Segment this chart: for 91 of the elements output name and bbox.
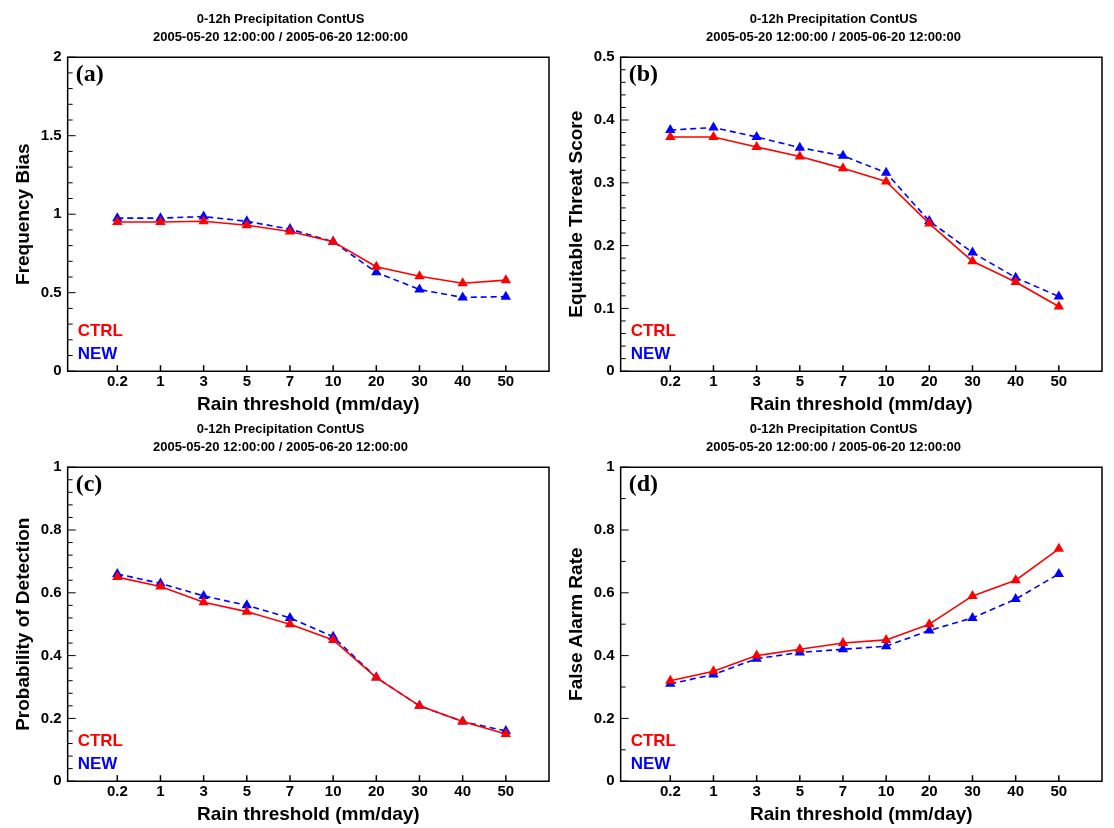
x-tick-label: 50 [497, 782, 515, 800]
annotation: (c) [75, 470, 103, 497]
x-tick-label: 50 [497, 372, 515, 390]
y-tick-label: 0.3 [593, 172, 615, 190]
x-tick-label: 7 [838, 782, 848, 800]
chart-title: 0-12h Precipitation ContUS [196, 11, 365, 27]
text: NEW [630, 754, 672, 774]
x-tick-label: 3 [199, 782, 208, 800]
x-tick-label: 5 [795, 372, 804, 390]
x-tick-label: 1 [709, 782, 718, 800]
x-axis-title: Rain threshold (mm/day) [749, 392, 973, 414]
y-tick-label: 0 [606, 771, 615, 789]
y-tick-label: 0.6 [593, 582, 615, 600]
text: CTRL [630, 731, 676, 751]
chart-subtitle: 2005-05-20 12:00:00 / 2005-06-20 12:00:00 [152, 438, 409, 454]
x-tick-label: 50 [1050, 782, 1068, 800]
x-tick-label: 0.2 [659, 782, 681, 800]
chart-title: 0-12h Precipitation ContUS [196, 421, 365, 437]
y-tick-label: 0.4 [593, 110, 616, 128]
y-tick-label: 0.2 [593, 708, 615, 726]
x-tick-label: 1 [709, 372, 718, 390]
y-tick-label: 0.4 [593, 645, 616, 663]
x-tick-label: 5 [242, 372, 251, 390]
x-tick-label: 10 [324, 782, 342, 800]
x-tick-label: 7 [285, 372, 295, 390]
x-tick-label: 3 [752, 372, 761, 390]
y-tick-label: 0.4 [40, 645, 63, 663]
x-tick-label: 10 [877, 372, 895, 390]
x-tick-label: 20 [920, 782, 938, 800]
y-tick-label: 1.5 [40, 125, 62, 143]
y-tick-label: 0 [53, 361, 62, 379]
annotation: (b) [628, 60, 658, 87]
y-tick-label: 0 [53, 771, 62, 789]
y-tick-label: 0.8 [593, 520, 615, 538]
x-tick-label: 0.2 [659, 372, 681, 390]
y-tick-label: 0.5 [593, 47, 615, 65]
x-tick-label: 10 [324, 372, 342, 390]
y-tick-label: 2 [53, 47, 62, 65]
x-tick-label: 30 [964, 782, 981, 800]
y-tick-label: 0.1 [593, 298, 615, 316]
text: NEW [630, 344, 672, 364]
y-axis-title: Frequency Bias [11, 143, 33, 285]
x-tick-label: 5 [242, 782, 251, 800]
x-tick-label: 30 [964, 372, 981, 390]
chart-subtitle: 2005-05-20 12:00:00 / 2005-06-20 12:00:00 [152, 28, 409, 44]
y-tick-label: 0.2 [593, 235, 615, 253]
y-tick-label: 0.5 [40, 282, 62, 300]
text: CTRL [77, 321, 123, 341]
y-tick-label: 1 [606, 457, 615, 475]
x-tick-label: 3 [752, 782, 761, 800]
x-tick-label: 3 [199, 372, 208, 390]
x-tick-label: 10 [877, 782, 895, 800]
x-tick-label: 30 [411, 782, 428, 800]
annotation: (d) [628, 470, 658, 497]
chart-title: 0-12h Precipitation ContUS [749, 11, 918, 27]
chart-title: 0-12h Precipitation ContUS [749, 421, 918, 437]
x-tick-label: 30 [411, 372, 428, 390]
x-axis-title: Rain threshold (mm/day) [749, 802, 973, 824]
text: CTRL [77, 731, 123, 751]
x-tick-label: 40 [454, 372, 471, 390]
x-tick-label: 1 [156, 782, 165, 800]
y-axis-title: Probability of Detection [11, 517, 33, 731]
x-tick-label: 0.2 [106, 782, 128, 800]
text: NEW [77, 344, 119, 364]
y-tick-label: 0.2 [40, 708, 62, 726]
chart-subtitle: 2005-05-20 12:00:00 / 2005-06-20 12:00:00 [705, 438, 962, 454]
x-tick-label: 50 [1050, 372, 1068, 390]
x-tick-label: 40 [454, 782, 471, 800]
y-axis-title: Equitable Threat Score [564, 110, 586, 318]
x-tick-label: 7 [838, 372, 848, 390]
x-tick-label: 0.2 [106, 372, 128, 390]
x-tick-label: 20 [920, 372, 938, 390]
x-tick-label: 7 [285, 782, 295, 800]
x-axis-title: Rain threshold (mm/day) [196, 392, 420, 414]
annotation: (a) [75, 60, 104, 87]
text: NEW [77, 754, 119, 774]
y-axis-title: False Alarm Rate [564, 547, 586, 701]
x-tick-label: 40 [1007, 372, 1024, 390]
x-tick-label: 20 [367, 782, 385, 800]
y-tick-label: 1 [53, 204, 62, 222]
text: CTRL [630, 321, 676, 341]
x-tick-label: 20 [367, 372, 385, 390]
y-tick-label: 1 [53, 457, 62, 475]
x-tick-label: 1 [156, 372, 165, 390]
chart-subtitle: 2005-05-20 12:00:00 / 2005-06-20 12:00:00 [705, 28, 962, 44]
y-tick-label: 0.8 [40, 520, 62, 538]
x-tick-label: 5 [795, 782, 804, 800]
x-tick-label: 40 [1007, 782, 1024, 800]
y-tick-label: 0.6 [40, 582, 62, 600]
y-tick-label: 0 [606, 361, 615, 379]
x-axis-title: Rain threshold (mm/day) [196, 802, 420, 824]
